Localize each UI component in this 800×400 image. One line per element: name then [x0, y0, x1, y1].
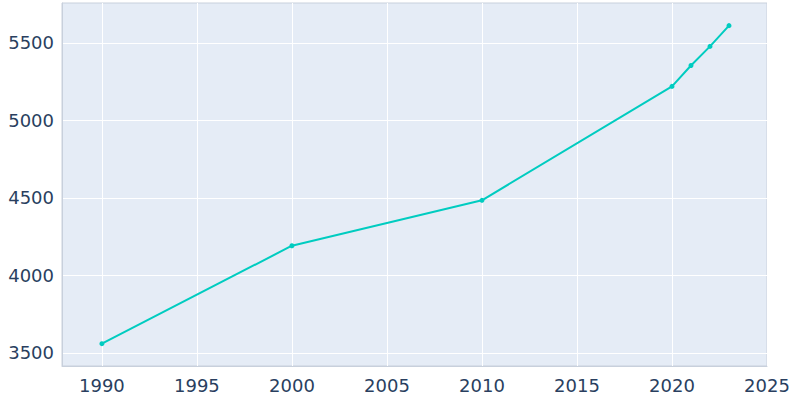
svg-text:2010: 2010 [459, 375, 505, 396]
svg-text:2025: 2025 [744, 375, 790, 396]
svg-text:2005: 2005 [364, 375, 410, 396]
svg-text:2020: 2020 [649, 375, 695, 396]
svg-text:4500: 4500 [8, 187, 54, 208]
svg-text:2000: 2000 [269, 375, 315, 396]
svg-text:4000: 4000 [8, 265, 54, 286]
svg-text:5000: 5000 [8, 110, 54, 131]
svg-text:3500: 3500 [8, 342, 54, 363]
svg-text:1995: 1995 [174, 375, 220, 396]
svg-text:1990: 1990 [79, 375, 125, 396]
svg-text:2015: 2015 [554, 375, 600, 396]
svg-text:5500: 5500 [8, 32, 54, 53]
